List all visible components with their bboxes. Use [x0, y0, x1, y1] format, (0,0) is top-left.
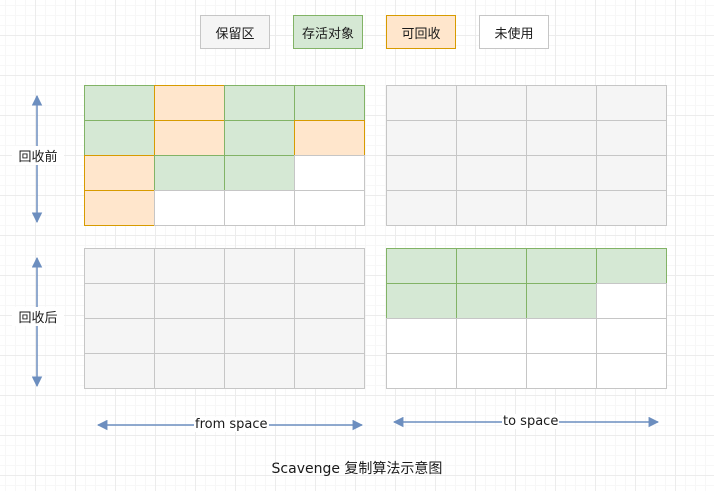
memory-cell-unused [596, 353, 667, 389]
memory-cell-reserved [154, 283, 225, 319]
memory-cell-recyclable [154, 85, 225, 121]
row-label-before: 回收前 [12, 146, 64, 165]
memory-cell-reserved [386, 190, 457, 226]
legend-recyclable: 可回收 [386, 15, 456, 49]
memory-cell-recyclable [84, 190, 155, 226]
memory-cell-unused [224, 190, 295, 226]
memory-cell-reserved [456, 120, 527, 156]
memory-cell-reserved [386, 85, 457, 121]
memory-cell-reserved [84, 353, 155, 389]
memory-cell-reserved [456, 155, 527, 191]
memory-cell-reserved [294, 353, 365, 389]
memory-cell-unused [596, 318, 667, 354]
from-space-before-grid [84, 85, 365, 226]
memory-cell-reserved [596, 190, 667, 226]
memory-cell-reserved [526, 85, 597, 121]
memory-cell-recyclable [84, 155, 155, 191]
memory-cell-live [456, 248, 527, 284]
memory-cell-unused [154, 190, 225, 226]
memory-cell-unused [456, 353, 527, 389]
legend-live: 存活对象 [293, 15, 363, 49]
memory-cell-unused [596, 283, 667, 319]
legend-unused-label: 未使用 [494, 26, 534, 42]
memory-cell-unused [294, 155, 365, 191]
legend-unused: 未使用 [479, 15, 549, 49]
memory-cell-reserved [84, 318, 155, 354]
memory-cell-unused [526, 318, 597, 354]
memory-cell-reserved [154, 353, 225, 389]
legend-recyclable-label: 可回收 [401, 26, 441, 42]
memory-cell-reserved [596, 120, 667, 156]
legend-live-label: 存活对象 [301, 26, 354, 42]
memory-cell-unused [456, 318, 527, 354]
memory-cell-reserved [224, 353, 295, 389]
memory-cell-reserved [526, 190, 597, 226]
diagram-caption: Scavenge 复制算法示意图 [271, 461, 443, 477]
memory-cell-unused [294, 190, 365, 226]
memory-cell-reserved [596, 85, 667, 121]
row-label-after: 回收后 [12, 307, 64, 326]
memory-cell-live [526, 283, 597, 319]
memory-cell-unused [386, 318, 457, 354]
from-space-after-grid [84, 248, 365, 389]
legend-reserved: 保留区 [200, 15, 270, 49]
legend-reserved-label: 保留区 [215, 26, 255, 42]
to-space-label: to space [502, 414, 560, 429]
to-space-before-grid [386, 85, 667, 226]
memory-cell-live [154, 155, 225, 191]
memory-cell-live [456, 283, 527, 319]
from-space-label: from space [194, 417, 269, 432]
memory-cell-reserved [294, 248, 365, 284]
memory-cell-live [84, 85, 155, 121]
to-space-after-grid [386, 248, 667, 389]
memory-cell-reserved [224, 318, 295, 354]
memory-cell-live [596, 248, 667, 284]
memory-cell-reserved [84, 248, 155, 284]
